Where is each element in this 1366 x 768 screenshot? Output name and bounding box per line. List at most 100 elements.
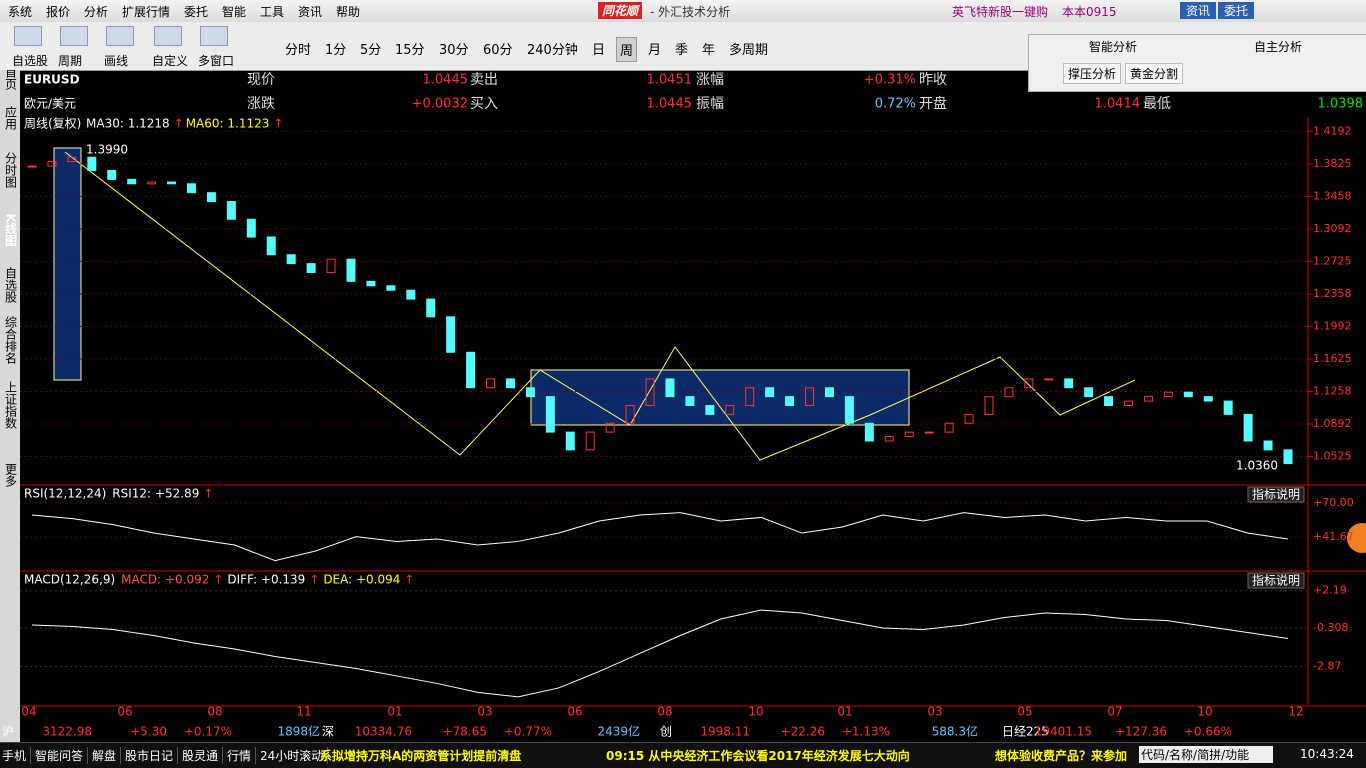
status-tab[interactable]: 股市日记 [125, 747, 179, 764]
help-button[interactable]: 指标说明 [1252, 487, 1300, 502]
y-tick-label: 1.0525 [1313, 450, 1352, 463]
status-tab[interactable]: 智能问答 [35, 747, 89, 764]
candle [645, 378, 655, 407]
tool-icon[interactable] [60, 26, 88, 46]
help-button-bg[interactable] [1247, 572, 1305, 589]
sidebar-tab[interactable]: 分时图 [4, 152, 18, 188]
menu-item[interactable]: 系统 [8, 5, 33, 19]
news-item[interactable]: 系拟增持万科A的两资管计划提前清盘 [320, 749, 522, 763]
indicator-readout: DEA: +0.094 [323, 573, 400, 587]
y-tick-label: 1.2725 [1313, 254, 1352, 267]
news-btn[interactable]: 资讯 [1180, 2, 1217, 19]
sidebar-tab[interactable]: 应用 [4, 105, 18, 131]
tool-label[interactable]: 画线 [104, 54, 129, 68]
tool-label[interactable]: 多窗口 [198, 54, 235, 68]
index-price: 19401.15 [1035, 725, 1092, 739]
menu-item[interactable]: 工具 [260, 5, 285, 19]
candle [505, 378, 515, 389]
search-box[interactable]: 代码/名称/简拼/功能 [1139, 746, 1273, 763]
quote-value: +0.0032 [412, 97, 468, 112]
period-button[interactable]: 60分 [483, 43, 513, 58]
index-price: 10334.76 [355, 725, 412, 739]
status-tab[interactable]: 股灵通 [182, 747, 224, 764]
help-button[interactable]: 指标说明 [1252, 573, 1300, 588]
promo[interactable]: 英飞特新股一键购 [952, 5, 1049, 19]
news-item[interactable]: 想体验收费产品？来参加 [995, 749, 1128, 763]
y-tick-label: 1.4192 [1313, 124, 1352, 137]
menu-item[interactable]: 资讯 [298, 5, 323, 19]
menu-item[interactable]: 帮助 [336, 5, 361, 19]
quote-label: 最低 [1143, 96, 1171, 112]
candle [226, 201, 236, 220]
symbol: EURUSD [24, 73, 80, 87]
candle [1004, 387, 1014, 398]
menu-item[interactable]: 智能 [222, 5, 247, 19]
candle [625, 405, 635, 424]
x-tick-label: 07 [1107, 705, 1122, 719]
help-button-bg[interactable] [1247, 486, 1305, 503]
indicator-readout: RSI12: +52.89 [112, 487, 199, 501]
arrow: ↑ [309, 573, 319, 587]
account[interactable]: 本本0915 [1062, 5, 1117, 19]
quote-value: 0.72% [875, 97, 916, 112]
period-button[interactable]: 5分 [360, 43, 382, 58]
period-button[interactable]: 多周期 [729, 43, 769, 58]
tool-label[interactable]: 周期 [58, 54, 83, 68]
panel-tab[interactable]: 自主分析 [1254, 40, 1303, 54]
candle [1223, 400, 1233, 415]
tool-icon[interactable] [200, 26, 228, 46]
period-button[interactable]: 年 [702, 43, 716, 58]
period-button[interactable]: 季 [675, 43, 689, 58]
x-tick-label: 01 [387, 705, 402, 719]
news-item[interactable]: 09:15 从中央经济工作会议看2017年经济发展七大动向 [606, 749, 910, 763]
menu-item[interactable]: 分析 [84, 5, 109, 19]
tool-label[interactable]: 自选股 [12, 54, 49, 68]
period-button[interactable]: 日 [592, 43, 606, 58]
tool-icon[interactable] [154, 26, 182, 46]
period-button[interactable]: 周 [616, 37, 638, 62]
candle [1243, 413, 1253, 442]
period-button[interactable]: 15分 [395, 43, 425, 58]
period-button[interactable]: 分时 [285, 43, 312, 58]
period-button[interactable]: 30分 [439, 43, 469, 58]
candle [167, 181, 177, 185]
index-name: 创 [660, 725, 672, 739]
quote-label: 开盘 [919, 95, 947, 112]
period-button[interactable]: 240分钟 [527, 43, 578, 58]
tool-label[interactable]: 自定义 [152, 54, 189, 68]
clock: 10:43:24 [1300, 747, 1354, 761]
sidebar-tab[interactable]: 首页 [4, 70, 18, 91]
sidebar-tab[interactable]: 更多 [4, 463, 18, 488]
tool-icon[interactable] [106, 26, 134, 46]
panel-button[interactable]: 黄金分割 [1125, 63, 1184, 84]
menu-item[interactable]: 报价 [46, 5, 71, 19]
quote-value: 1.0445 [423, 73, 469, 88]
sidebar-tab[interactable]: 上证指数 [4, 381, 18, 430]
sidebar-tab[interactable]: 自选股 [4, 267, 18, 304]
status-tab[interactable]: 手机 [2, 747, 32, 764]
period-button[interactable]: 月 [648, 43, 662, 58]
sidebar-tab[interactable]: K线图 [4, 213, 18, 247]
status-tab[interactable]: 行情 [227, 747, 257, 764]
trade-btn[interactable]: 委托 [1218, 2, 1255, 19]
logo: 同花顺 [598, 2, 643, 19]
candle [1163, 391, 1173, 398]
panel-tab[interactable]: 智能分析 [1089, 40, 1138, 54]
x-tick-label: 12 [1288, 705, 1303, 719]
sidebar-tab[interactable]: 综合排名 [4, 316, 18, 364]
period-button[interactable]: 1分 [325, 43, 347, 58]
status-tab[interactable]: 解盘 [92, 747, 122, 764]
window-title: - 外汇技术分析 [650, 5, 731, 19]
float-badge[interactable] [1347, 523, 1366, 553]
panel-button[interactable]: 撑压分析 [1063, 63, 1122, 84]
tool-icon[interactable] [14, 26, 42, 46]
indicator-line [31, 609, 1289, 698]
ma-readout: MA30: 1.1218 [86, 117, 170, 131]
index-name: 沪 [2, 725, 14, 739]
status-tab[interactable]: 24小时滚动 [260, 747, 329, 764]
index-name: 深 [322, 725, 334, 739]
menu-item[interactable]: 扩展行情 [122, 5, 171, 19]
menu-item[interactable]: 委托 [184, 5, 209, 19]
symbol-name: 欧元/美元 [24, 97, 76, 111]
y-tick-label: +2.19 [1313, 584, 1347, 597]
